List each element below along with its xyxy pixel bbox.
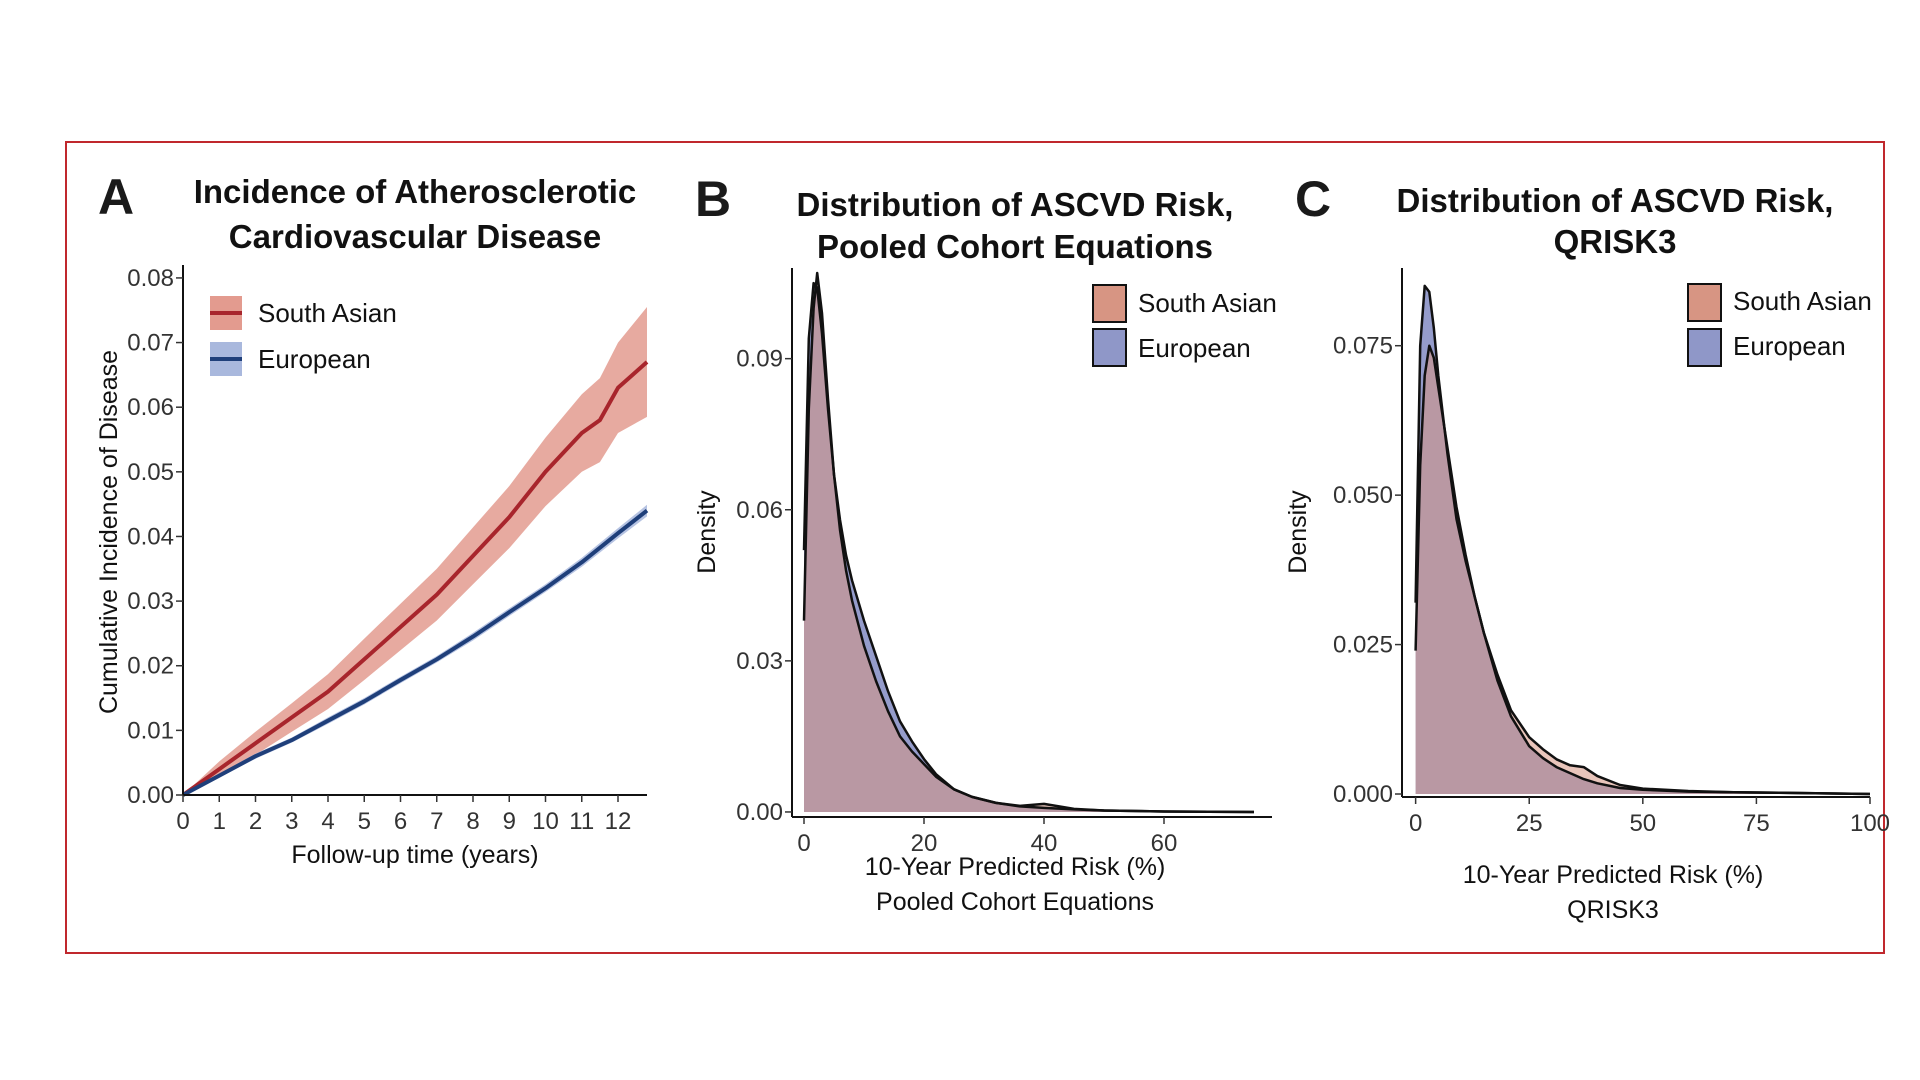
legend-swatch-south-asian	[1687, 283, 1722, 322]
panel-a-x-tick-label: 1	[213, 808, 226, 835]
panel-a-x-tick-label: 7	[430, 808, 443, 835]
panel-a-confidence-bands	[183, 307, 647, 795]
legend-label-south-asian: South Asian	[1138, 288, 1277, 318]
panel-a-y-tick-label: 0.01	[127, 717, 174, 744]
panel-a-axes: 0.000.010.020.030.040.050.060.070.080 1 2 3…	[127, 265, 647, 835]
panel-a-y-axis-label: Cumulative Incidence of Disease	[95, 350, 123, 714]
panel-a-x-tick-label: 8	[466, 808, 479, 835]
panel-a-y-tick-label: 0.08	[127, 265, 174, 292]
panel-b: B Distribution of ASCVD Risk, Pooled Coh…	[693, 171, 1277, 916]
panel-a-lines	[181, 360, 649, 797]
panel-a-x-tick-label: 2	[249, 808, 262, 835]
panel-b-x-tick-label: 40	[1031, 830, 1058, 857]
panel-c-y-axis-label: Density	[1284, 490, 1312, 574]
panel-a-x-tick-label: 3	[285, 808, 298, 835]
panel-a-y-tick-label: 0.05	[127, 459, 174, 486]
panel-a-x-tick-label: 5	[358, 808, 371, 835]
legend-label-european: European	[258, 344, 371, 374]
panel-c-x-tick-label: 25	[1516, 810, 1543, 837]
line-south-asian	[181, 360, 649, 797]
density-outline-south-asian	[802, 271, 1255, 814]
panel-b-title-line2: Pooled Cohort Equations	[817, 228, 1213, 265]
panel-b-y-tick-label: 0.00	[736, 799, 783, 826]
panel-b-x-tick-label: 60	[1151, 830, 1178, 857]
panel-letter-b: B	[695, 171, 731, 227]
panel-b-title-line1: Distribution of ASCVD Risk,	[797, 186, 1234, 223]
panel-a-title-line1: Incidence of Atherosclerotic	[194, 173, 637, 210]
panel-c-x-axis-label-line2: QRISK3	[1567, 896, 1659, 924]
panel-a-y-tick-label: 0.03	[127, 588, 174, 615]
density-area-south-asian	[804, 273, 1254, 812]
panel-a-y-tick-label: 0.06	[127, 394, 174, 421]
panel-c-x-axis-label-line1: 10-Year Predicted Risk (%)	[1463, 861, 1764, 889]
figure-frame	[65, 141, 1885, 954]
legend-swatch-south-asian	[1092, 284, 1127, 323]
ci-band-south-asian	[183, 307, 647, 795]
panel-c-x-tick-label: 100	[1850, 810, 1890, 837]
panel-c-density-areas	[1414, 284, 1871, 796]
density-area-south-asian	[1415, 345, 1870, 794]
panel-c-y-tick-label: 0.025	[1333, 632, 1393, 659]
panel-c-title-line2: QRISK3	[1554, 223, 1677, 260]
panel-a-y-tick-label: 0.02	[127, 653, 174, 680]
panel-a-y-tick-label: 0.07	[127, 330, 174, 357]
panel-a-x-tick-label: 11	[569, 808, 594, 835]
legend-label-european: European	[1138, 333, 1251, 363]
legend-label-south-asian: South Asian	[1733, 286, 1872, 316]
panel-a-x-tick-label: 0	[176, 808, 189, 835]
density-outline-european	[802, 281, 1255, 814]
panel-c-legend: South Asian European	[1687, 283, 1872, 367]
legend-swatch-european	[1092, 328, 1127, 367]
panel-c-y-tick-label: 0.075	[1333, 333, 1393, 360]
panel-b-x-tick-label: 0	[797, 830, 810, 857]
panel-c-y-tick-label: 0.000	[1333, 781, 1393, 808]
panel-b-legend: South Asian European	[1092, 284, 1277, 367]
panel-c: C Distribution of ASCVD Risk, QRISK3 0.0…	[1284, 171, 1890, 924]
panel-b-y-tick-label: 0.09	[736, 346, 783, 373]
legend-swatch-european	[1687, 328, 1722, 367]
panel-c-y-tick-label: 0.050	[1333, 482, 1393, 509]
panel-b-y-tick-label: 0.06	[736, 497, 783, 524]
panel-b-y-tick-label: 0.03	[736, 648, 783, 675]
panel-b-x-tick-label: 20	[911, 830, 938, 857]
panel-a-y-tick-label: 0.00	[127, 782, 174, 809]
panel-a-x-tick-label: 6	[394, 808, 407, 835]
panel-c-title-line1: Distribution of ASCVD Risk,	[1397, 182, 1834, 219]
panel-a: A Incidence of Atherosclerotic Cardiovas…	[95, 169, 649, 869]
panel-letter-a: A	[98, 169, 134, 225]
panel-b-density-areas	[802, 271, 1255, 814]
panel-c-axes: 0.000 0.025 0.050 0.075 0 25 50 75 100	[1333, 268, 1890, 837]
legend-label-south-asian: South Asian	[258, 298, 397, 328]
panel-a-y-tick-label: 0.04	[127, 523, 174, 550]
panel-letter-c: C	[1295, 171, 1331, 227]
panel-a-x-tick-label: 4	[321, 808, 334, 835]
panel-a-title-line2: Cardiovascular Disease	[229, 218, 601, 255]
panel-b-axes: 0.00 0.03 0.06 0.09 0 20 40 60	[736, 268, 1272, 857]
panel-a-legend: South Asian European	[210, 296, 397, 376]
panel-b-x-axis-label-line1: 10-Year Predicted Risk (%)	[865, 853, 1166, 881]
panel-c-x-tick-label: 0	[1409, 810, 1422, 837]
panel-c-x-tick-label: 75	[1743, 810, 1770, 837]
panel-b-y-axis-label: Density	[693, 490, 721, 574]
legend-label-european: European	[1733, 331, 1846, 361]
panel-a-x-tick-label: 10	[532, 808, 559, 835]
panel-a-x-axis-label: Follow-up time (years)	[291, 841, 538, 869]
panel-b-x-axis-label-line2: Pooled Cohort Equations	[876, 888, 1154, 916]
panel-c-x-tick-label: 50	[1629, 810, 1656, 837]
panel-a-x-tick-label: 12	[605, 808, 632, 835]
panel-a-x-tick-label: 9	[503, 808, 516, 835]
density-outline-south-asian	[1414, 344, 1871, 796]
line-european	[182, 509, 649, 797]
